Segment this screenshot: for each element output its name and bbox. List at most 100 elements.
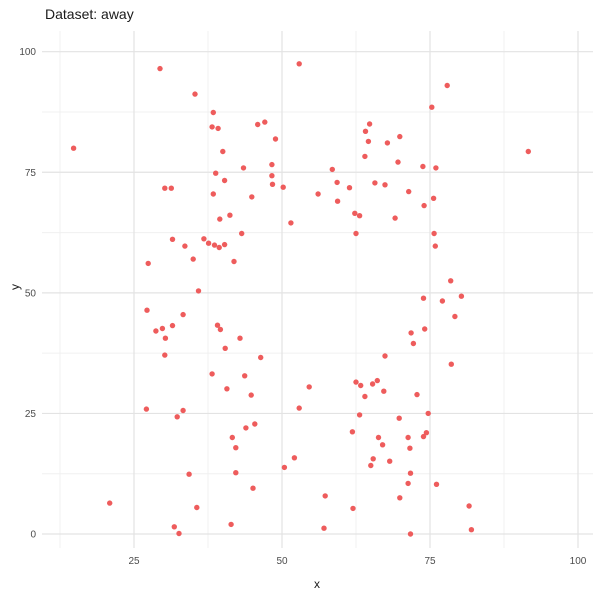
y-tick-label: 25 — [25, 409, 37, 420]
data-point — [407, 470, 414, 476]
data-point — [315, 191, 321, 197]
data-point — [210, 191, 216, 197]
data-point — [421, 202, 427, 209]
y-axis-title: y — [8, 284, 22, 290]
data-point — [227, 212, 233, 218]
data-point — [407, 531, 414, 537]
grid-minor — [42, 31, 593, 548]
x-tick-label: 75 — [424, 556, 436, 567]
x-tick-label: 25 — [128, 556, 140, 567]
data-point — [243, 425, 249, 431]
data-point — [211, 242, 218, 248]
data-point — [425, 410, 431, 417]
data-point — [222, 345, 228, 351]
data-point — [209, 124, 215, 130]
data-point — [180, 407, 186, 414]
data-point — [192, 91, 198, 97]
data-point — [228, 521, 234, 528]
data-point — [396, 415, 402, 421]
data-point — [269, 181, 276, 187]
data-point — [431, 230, 437, 237]
data-point — [215, 125, 221, 132]
data-point — [174, 414, 180, 420]
data-point — [182, 243, 188, 249]
data-point — [368, 462, 374, 469]
data-point — [269, 173, 275, 179]
data-point — [353, 230, 359, 237]
x-tick-label: 50 — [276, 556, 288, 567]
data-point — [362, 393, 368, 400]
data-point — [180, 311, 186, 318]
data-point — [157, 65, 163, 72]
data-point — [186, 471, 192, 477]
data-point — [168, 185, 174, 191]
data-point — [334, 179, 340, 186]
data-point — [221, 241, 228, 248]
data-point — [255, 121, 261, 128]
data-point — [252, 421, 258, 427]
data-point — [210, 109, 216, 116]
data-point — [356, 412, 363, 418]
data-point — [432, 243, 438, 249]
data-point — [349, 429, 356, 435]
data-point — [397, 495, 403, 501]
data-point — [468, 527, 475, 533]
data-point — [358, 382, 364, 389]
data-point — [213, 170, 219, 176]
data-point — [281, 464, 288, 471]
y-tick-label: 100 — [19, 47, 36, 58]
data-point — [362, 153, 368, 160]
data-point — [366, 121, 373, 127]
data-point — [420, 433, 427, 440]
data-point — [162, 352, 168, 358]
data-point — [224, 386, 230, 392]
data-point — [220, 148, 226, 155]
data-point — [169, 236, 176, 242]
data-point — [221, 177, 228, 184]
data-point — [306, 384, 312, 390]
data-point — [143, 406, 150, 412]
data-point — [248, 392, 254, 398]
y-tick-labels: 0 25 50 75 100 — [19, 47, 36, 540]
data-point — [190, 256, 196, 262]
data-point — [162, 185, 168, 191]
data-point — [195, 288, 202, 294]
data-point — [231, 258, 237, 265]
data-point — [346, 185, 353, 191]
data-point — [430, 195, 437, 201]
data-point — [422, 326, 428, 332]
data-point — [258, 354, 264, 361]
data-point — [176, 530, 182, 537]
data-point — [334, 198, 341, 204]
data-point — [229, 434, 235, 441]
data-point — [217, 326, 224, 333]
data-point — [525, 148, 531, 155]
data-point — [375, 434, 382, 441]
data-point — [169, 322, 176, 329]
data-point — [381, 388, 387, 394]
data-point — [384, 140, 391, 146]
data-point — [439, 298, 446, 304]
data-point — [407, 445, 413, 451]
data-point — [162, 335, 169, 341]
data-point — [420, 295, 427, 301]
data-point — [201, 236, 207, 242]
data-point — [433, 481, 440, 487]
data-point — [272, 136, 279, 142]
data-point — [262, 119, 268, 125]
data-point — [269, 161, 275, 168]
data-point — [395, 159, 401, 165]
data-point — [405, 480, 411, 487]
data-point — [233, 470, 239, 476]
y-tick-label: 75 — [25, 168, 37, 179]
data-point — [250, 485, 256, 491]
data-point — [321, 525, 327, 531]
data-point — [322, 493, 328, 499]
data-point — [329, 166, 335, 173]
data-point — [352, 210, 358, 216]
data-point — [444, 82, 450, 89]
data-point — [249, 194, 255, 200]
x-tick-labels: 25 50 75 100 — [128, 556, 586, 567]
